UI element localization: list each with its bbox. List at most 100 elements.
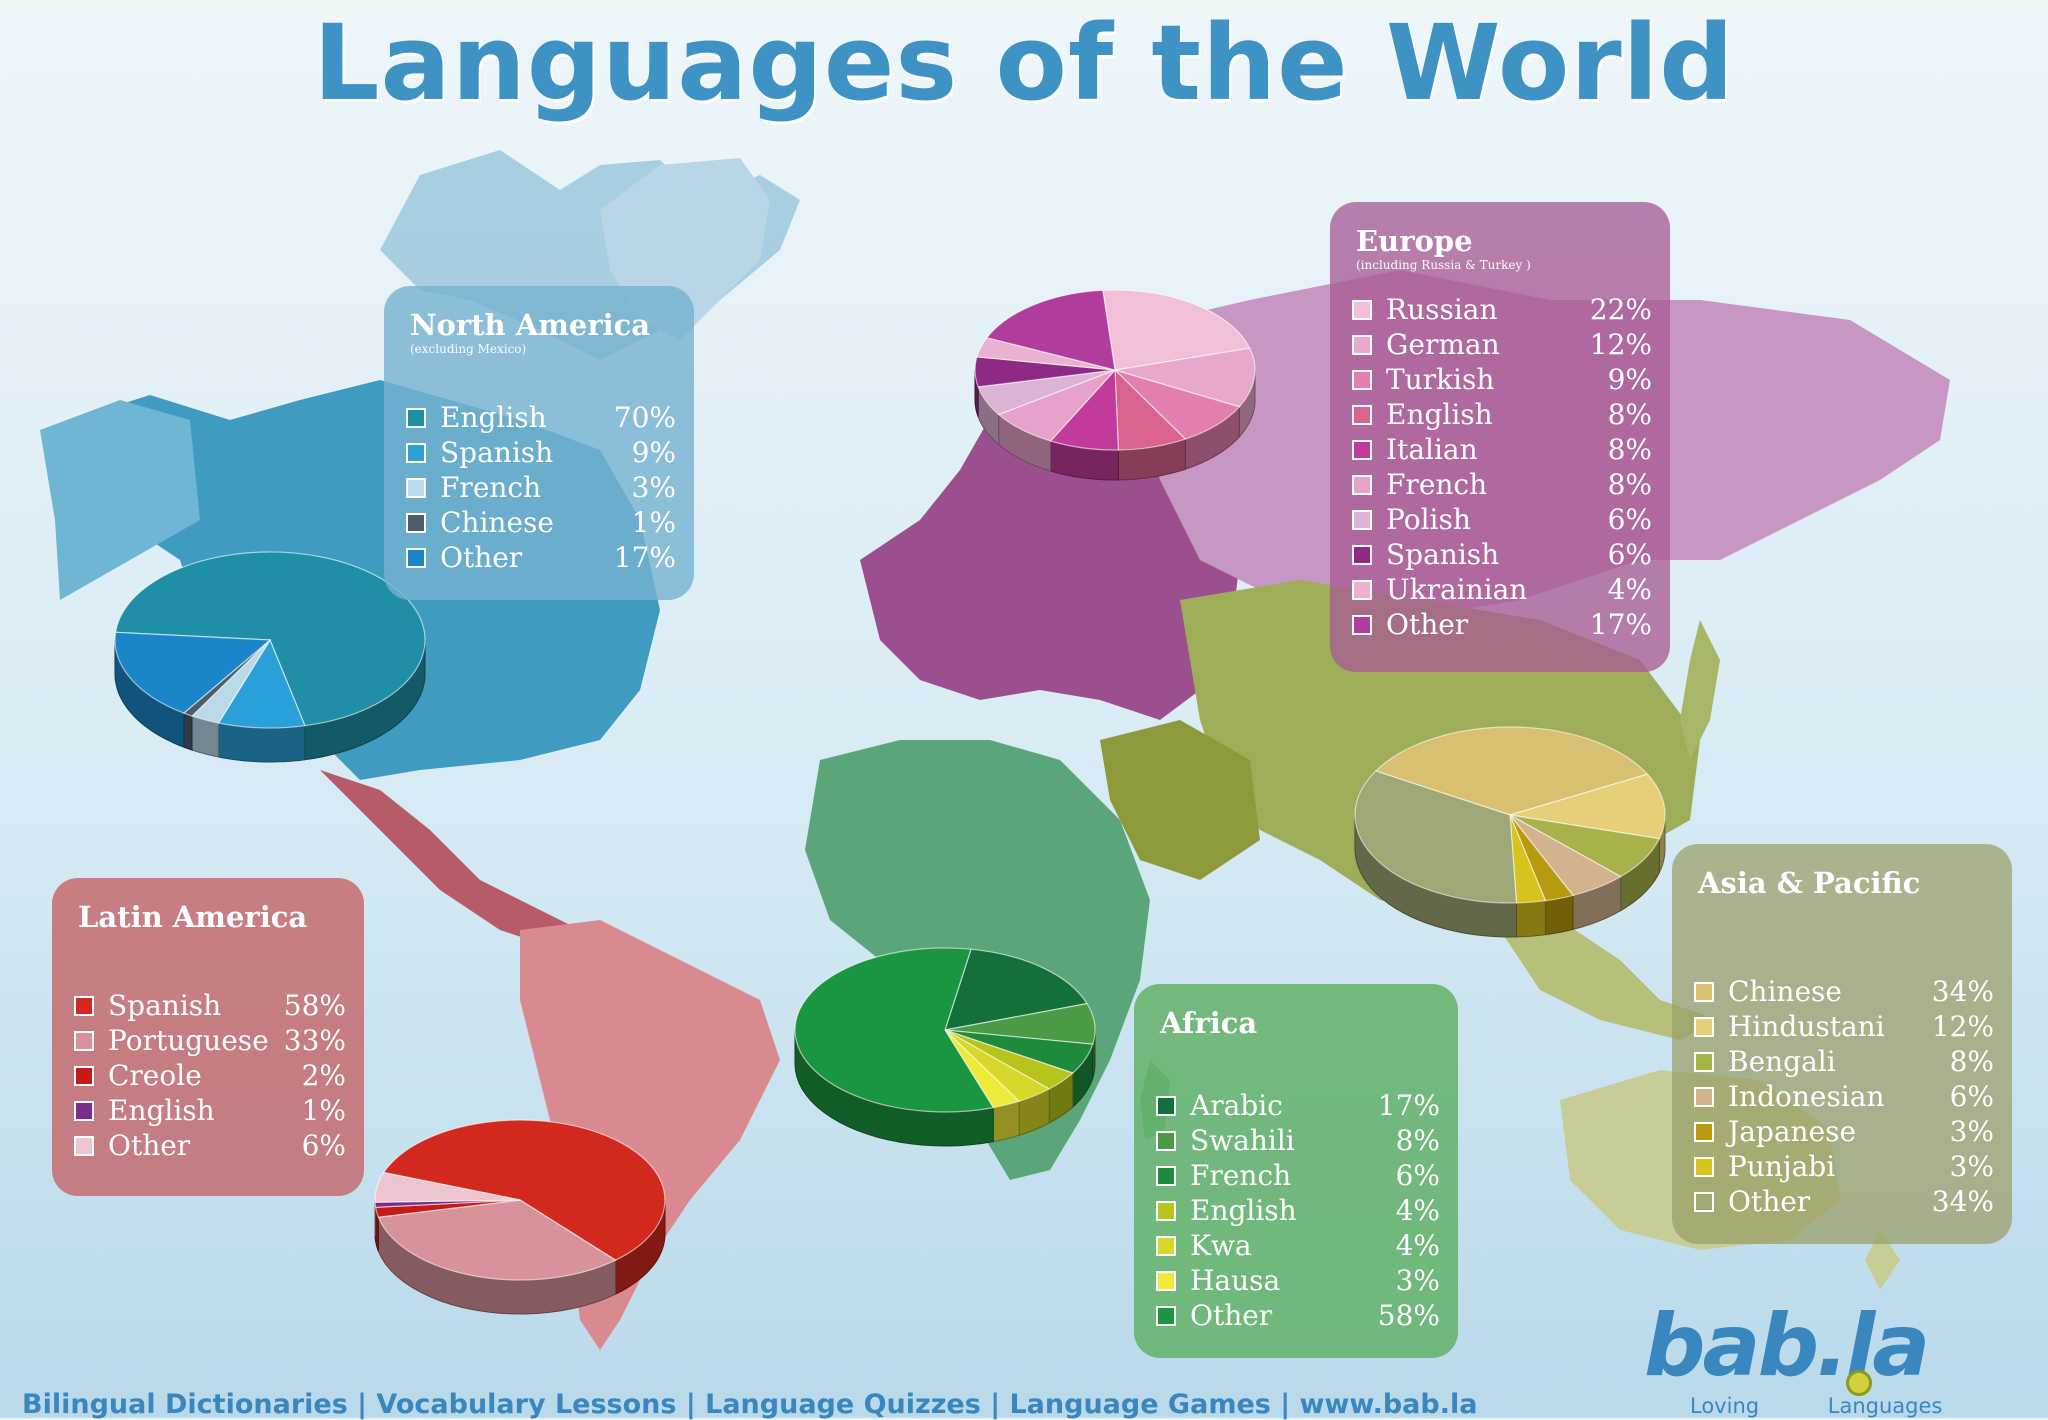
pie-side: [219, 723, 305, 762]
legend-value: 6%: [1396, 1159, 1440, 1192]
legend-label: Swahili: [1190, 1124, 1396, 1157]
pie-2: [375, 1120, 665, 1314]
legend-label: Chinese: [440, 506, 632, 539]
legend-label: Spanish: [108, 989, 284, 1022]
legend-title: Latin America: [78, 900, 342, 934]
legend-label: French: [1386, 468, 1608, 501]
legend-swatch: [74, 1066, 94, 1086]
legend-swatch: [1156, 1306, 1176, 1326]
legend-swatch: [1352, 580, 1372, 600]
legend-label: Bengali: [1728, 1045, 1950, 1078]
legend-value: 12%: [1590, 328, 1652, 361]
legend-swatch: [1352, 300, 1372, 320]
legend-label: Kwa: [1190, 1229, 1396, 1262]
legend-value: 4%: [1396, 1194, 1440, 1227]
legend-label: English: [1190, 1194, 1396, 1227]
legend-swatch: [1694, 1157, 1714, 1177]
legend-swatch: [406, 478, 426, 498]
legend-swatch: [1352, 440, 1372, 460]
babla-logo[interactable]: bab.la Loving Languages: [1638, 1310, 2038, 1418]
legend-europe: Europe (including Russia & Turkey ) Russ…: [1330, 202, 1670, 672]
legend-label: English: [108, 1094, 302, 1127]
legend-label: Indonesian: [1728, 1080, 1950, 1113]
legend-label: Other: [1190, 1299, 1378, 1332]
legend-value: 8%: [1950, 1045, 1994, 1078]
legend-label: Ukrainian: [1386, 573, 1608, 606]
legend-value: 34%: [1932, 975, 1994, 1008]
legend-label: English: [1386, 398, 1608, 431]
legend-swatch: [1352, 510, 1372, 530]
legend-title: Europe: [1356, 224, 1648, 258]
legend-label: Arabic: [1190, 1089, 1378, 1122]
legend-swatch: [1694, 982, 1714, 1002]
legend-label: Turkish: [1386, 363, 1608, 396]
legend-value: 3%: [1396, 1264, 1440, 1297]
legend-value: 3%: [1950, 1115, 1994, 1148]
legend-swatch: [1694, 1192, 1714, 1212]
legend-label: Hindustani: [1728, 1010, 1932, 1043]
legend-label: Other: [1728, 1185, 1932, 1218]
legend-label: French: [1190, 1159, 1396, 1192]
legend-swatch: [406, 548, 426, 568]
legend-value: 8%: [1396, 1124, 1440, 1157]
legend-swatch: [1694, 1087, 1714, 1107]
legend-value: 33%: [284, 1024, 346, 1057]
legend-title: North America: [410, 308, 672, 342]
legend-value: 8%: [1608, 398, 1652, 431]
legend-value: 9%: [1608, 363, 1652, 396]
legend-label: Spanish: [1386, 538, 1608, 571]
legend-title: Asia & Pacific: [1698, 866, 1990, 900]
legend-value: 8%: [1608, 468, 1652, 501]
legend-label: Russian: [1386, 293, 1590, 326]
legend-swatch: [1694, 1017, 1714, 1037]
legend-swatch: [406, 408, 426, 428]
legend-swatch: [1694, 1122, 1714, 1142]
pie-3: [795, 948, 1095, 1146]
legend-swatch: [1352, 615, 1372, 635]
legend-value: 6%: [1608, 503, 1652, 536]
footer-links[interactable]: Bilingual Dictionaries | Vocabulary Less…: [22, 1389, 1477, 1420]
legend-swatch: [74, 1136, 94, 1156]
legend-subtitle: (including Russia & Turkey ): [1356, 258, 1648, 272]
legend-label: Spanish: [440, 436, 632, 469]
legend-swatch: [406, 513, 426, 533]
legend-swatch: [1156, 1236, 1176, 1256]
legend-swatch: [1352, 475, 1372, 495]
legend-label: German: [1386, 328, 1590, 361]
legend-north-america: North America (excluding Mexico) English…: [384, 286, 694, 600]
legend-swatch: [1352, 370, 1372, 390]
pie-0: [115, 552, 425, 762]
legend-swatch: [74, 996, 94, 1016]
logo-wordmark: bab.la: [1644, 1296, 1927, 1396]
legend-value: 9%: [632, 436, 676, 469]
legend-title: Africa: [1160, 1006, 1436, 1040]
legend-label: Other: [440, 541, 614, 574]
legend-value: 58%: [284, 989, 346, 1022]
legend-value: 4%: [1608, 573, 1652, 606]
pie-4: [1355, 727, 1665, 937]
legend-swatch: [1352, 335, 1372, 355]
